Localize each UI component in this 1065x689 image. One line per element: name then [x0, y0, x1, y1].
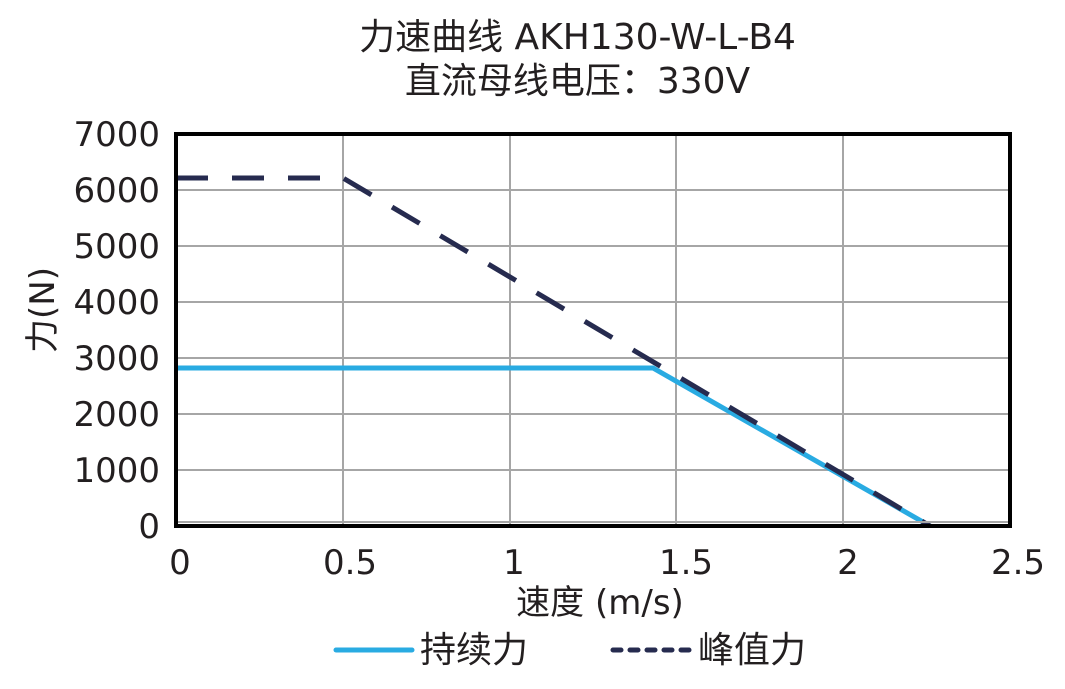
x-tick: 1.5 — [659, 543, 713, 583]
y-tick: 3000 — [73, 339, 160, 379]
x-tick: 2.5 — [991, 543, 1045, 583]
x-tick: 0.5 — [323, 543, 377, 583]
y-tick: 1000 — [73, 451, 160, 491]
y-tick: 7000 — [73, 115, 160, 155]
chart-title: 力速曲线 AKH130-W-L-B4 — [359, 17, 796, 58]
series-peak-line — [176, 175, 932, 529]
grid — [176, 134, 1010, 526]
y-tick: 2000 — [73, 395, 160, 435]
legend-continuous-label: 持续力 — [420, 630, 528, 671]
x-tick: 1 — [503, 543, 525, 583]
y-axis-label: 力(N) — [23, 267, 63, 353]
series-continuous-line — [176, 365, 932, 529]
y-tick: 4000 — [73, 283, 160, 323]
legend-peak-label: 峰值力 — [698, 630, 806, 671]
x-axis-ticks: 0 0.5 1 1.5 2 2.5 — [169, 543, 1045, 583]
plot-frame — [174, 132, 1012, 528]
legend: 持续力 峰值力 — [333, 630, 806, 671]
y-axis-ticks: 7000 6000 5000 4000 3000 2000 1000 0 — [73, 115, 160, 547]
x-tick: 2 — [837, 543, 859, 583]
y-tick: 6000 — [73, 171, 160, 211]
chart-subtitle: 直流母线电压：330V — [404, 61, 751, 102]
x-axis-label: 速度 (m/s) — [516, 583, 684, 623]
x-tick: 0 — [169, 543, 191, 583]
y-tick: 5000 — [73, 227, 160, 267]
y-tick: 0 — [138, 507, 160, 547]
